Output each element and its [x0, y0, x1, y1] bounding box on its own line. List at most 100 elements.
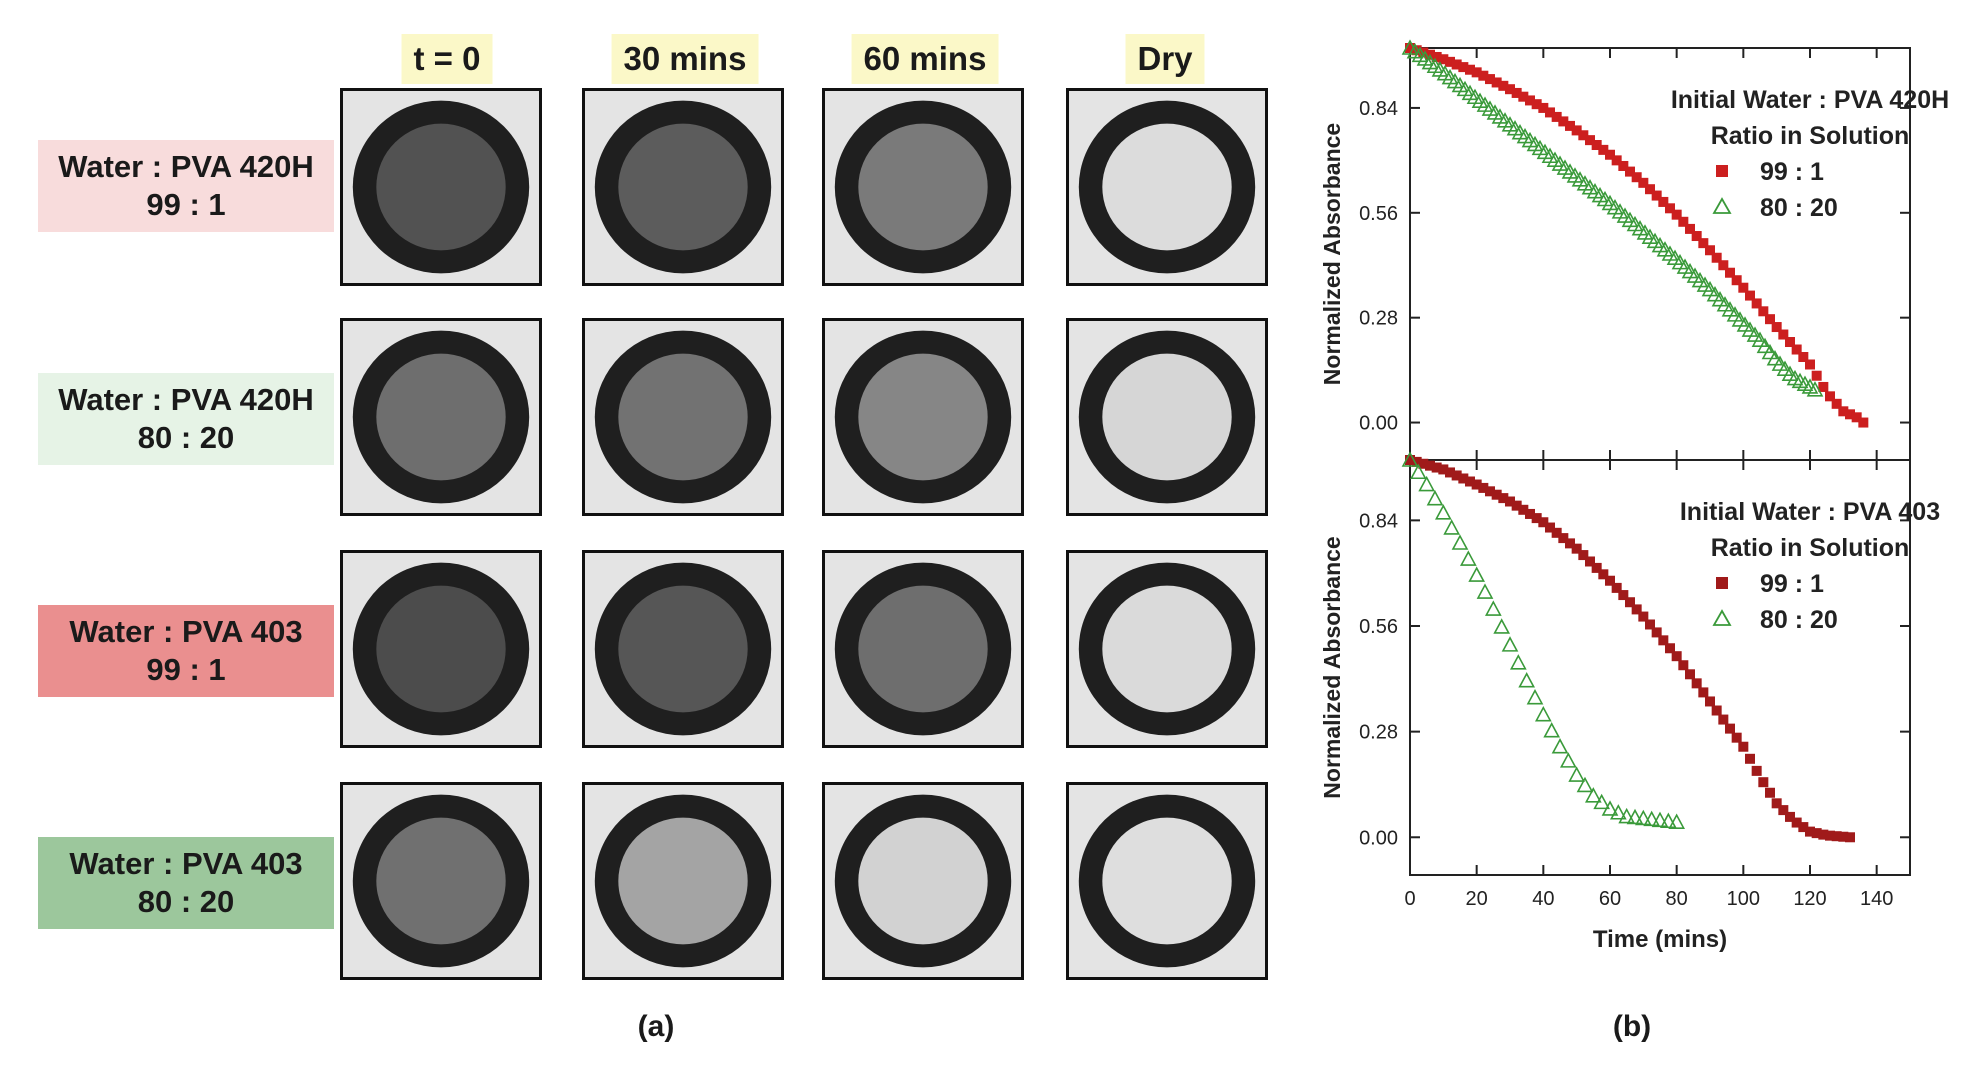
data-point-triangle: [1434, 504, 1452, 520]
data-point-square: [1718, 260, 1729, 271]
column-header-60min: 60 mins: [851, 34, 999, 84]
data-point-triangle: [1593, 793, 1611, 810]
data-point-square: [1758, 306, 1769, 317]
legend-entry: 99 : 1: [1760, 158, 1824, 186]
y-tick-label: 0.28: [1359, 722, 1398, 744]
data-point-square: [1625, 597, 1635, 608]
data-point-square: [1818, 829, 1829, 840]
data-point-triangle: [1751, 331, 1769, 347]
panel-b-caption: (b): [1612, 1010, 1652, 1043]
droplet-well-icon: [585, 553, 781, 745]
data-point-triangle: [1493, 618, 1511, 634]
data-point-square: [1458, 473, 1469, 484]
data-point-square: [1538, 102, 1549, 113]
data-point-square: [1731, 275, 1742, 286]
micrograph-tile: [340, 88, 542, 286]
data-point-square: [1431, 462, 1442, 473]
droplet-well-icon: [1069, 91, 1265, 283]
data-point-square: [1785, 811, 1795, 822]
legend-marker-triangle: [1712, 609, 1732, 626]
droplet-well-icon: [825, 321, 1021, 513]
data-point-square: [1665, 203, 1675, 214]
data-point-square: [1765, 787, 1775, 798]
data-point-square: [1798, 352, 1809, 362]
data-point-square: [1585, 556, 1595, 567]
row-label-line1: Water : PVA 420H: [58, 149, 314, 184]
row-label-420h-80-20: Water : PVA 420H 80 : 20: [38, 373, 334, 465]
data-point-square: [1671, 209, 1682, 220]
data-point-square: [1751, 765, 1762, 776]
data-point-square: [1711, 252, 1722, 263]
data-point-square: [1858, 417, 1869, 428]
x-tick-label: 0: [1404, 888, 1415, 910]
data-point-square: [1658, 196, 1669, 207]
data-point-square: [1651, 190, 1662, 201]
data-point-triangle: [1766, 349, 1784, 366]
data-point-square: [1771, 798, 1782, 809]
data-point-triangle: [1409, 463, 1427, 480]
data-point-triangle: [1626, 808, 1644, 825]
data-point-square: [1551, 527, 1562, 538]
data-point-square: [1778, 805, 1789, 816]
legend-entry: 99 : 1: [1760, 570, 1824, 598]
data-point-square: [1425, 460, 1435, 471]
row-label-line2: 99 : 1: [146, 652, 226, 687]
data-point-square: [1578, 550, 1589, 561]
data-point-square: [1738, 741, 1749, 752]
droplet-well-icon: [825, 553, 1021, 745]
data-point-square: [1465, 64, 1475, 75]
data-point-square: [1718, 714, 1729, 725]
data-point-square: [1565, 120, 1575, 131]
micrograph-tile: [582, 782, 784, 980]
legend-marker-square: [1716, 577, 1728, 589]
data-point-square: [1518, 91, 1529, 102]
row-label-line2: 80 : 20: [137, 884, 235, 919]
row-label-line2: 99 : 1: [146, 187, 226, 222]
micrograph-tile: [582, 88, 784, 286]
data-point-square: [1611, 582, 1622, 593]
x-tick-label: 100: [1727, 888, 1760, 910]
data-point-square: [1811, 370, 1822, 381]
droplet-well-icon: [343, 553, 539, 745]
y-tick-label: 0.28: [1359, 308, 1398, 330]
legend-marker-square: [1716, 165, 1728, 177]
x-tick-label: 120: [1793, 888, 1826, 910]
data-point-triangle: [1651, 811, 1669, 828]
data-point-square: [1445, 467, 1455, 478]
data-point-square: [1651, 627, 1662, 638]
data-point-square: [1751, 298, 1762, 309]
data-point-square: [1591, 562, 1602, 573]
micrograph-tile: [340, 318, 542, 516]
data-point-square: [1418, 47, 1429, 58]
data-point-square: [1831, 398, 1842, 409]
data-point-square: [1638, 177, 1649, 188]
data-point-square: [1618, 160, 1629, 171]
data-point-square: [1738, 282, 1749, 293]
droplet-well-icon: [343, 321, 539, 513]
data-point-square: [1558, 116, 1569, 127]
data-point-square: [1645, 184, 1655, 195]
data-point-triangle: [1761, 343, 1779, 360]
data-point-square: [1678, 660, 1689, 671]
data-point-square: [1445, 56, 1455, 67]
x-tick-label: 80: [1666, 888, 1688, 910]
data-point-triangle: [1443, 519, 1461, 535]
data-point-square: [1698, 238, 1709, 249]
data-point-square: [1805, 359, 1815, 370]
data-point-square: [1498, 80, 1509, 91]
data-point-triangle: [1551, 738, 1569, 754]
data-point-square: [1745, 753, 1755, 764]
data-point-square: [1505, 84, 1515, 95]
data-point-square: [1851, 412, 1862, 423]
data-point-triangle: [1609, 804, 1627, 820]
data-point-square: [1598, 569, 1609, 580]
droplet-well-icon: [1069, 553, 1265, 745]
data-point-square: [1478, 482, 1489, 493]
data-point-square: [1571, 125, 1582, 136]
droplet-well-icon: [1069, 785, 1265, 977]
data-point-square: [1478, 70, 1489, 81]
data-point-square: [1471, 67, 1482, 78]
legend-title: Initial Water : PVA 403: [1680, 498, 1940, 526]
data-point-triangle: [1468, 566, 1486, 582]
micrograph-tile: [822, 550, 1024, 748]
